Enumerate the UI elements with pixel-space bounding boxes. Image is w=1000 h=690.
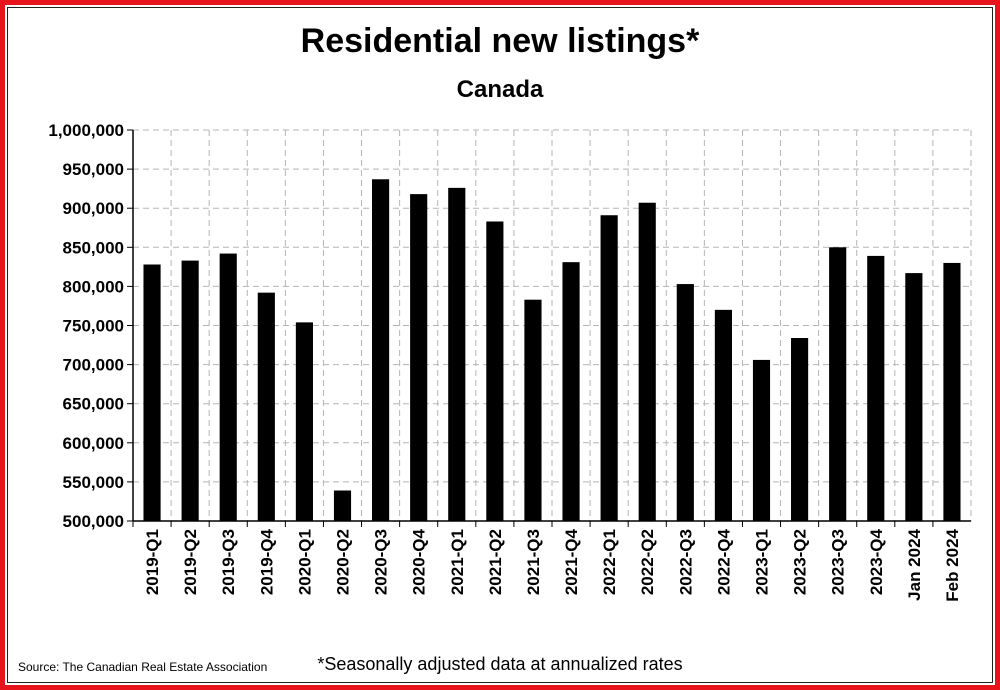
bars bbox=[143, 179, 961, 522]
source-note: Source: The Canadian Real Estate Associa… bbox=[18, 660, 268, 674]
bar bbox=[638, 202, 656, 521]
x-tick-label: 2022-Q4 bbox=[714, 528, 733, 595]
x-tick-label: 2019-Q4 bbox=[257, 528, 276, 595]
x-tick-label: 2021-Q2 bbox=[486, 529, 505, 595]
x-tick-label: 2020-Q2 bbox=[334, 529, 353, 595]
bar bbox=[943, 262, 961, 521]
bar bbox=[752, 359, 771, 521]
x-tick-label: 2021-Q3 bbox=[524, 529, 543, 595]
x-tick-label: 2022-Q3 bbox=[676, 529, 695, 595]
bar bbox=[143, 264, 161, 521]
bar bbox=[372, 179, 390, 522]
y-tick-label: 800,000 bbox=[63, 277, 124, 296]
x-tick-label: 2019-Q1 bbox=[143, 529, 162, 595]
bar bbox=[486, 221, 504, 521]
x-tick-label: 2019-Q2 bbox=[181, 529, 200, 595]
y-tick-label: 750,000 bbox=[63, 317, 124, 336]
y-tick-label: 600,000 bbox=[63, 434, 124, 453]
bar bbox=[867, 255, 885, 522]
y-tick-label: 850,000 bbox=[63, 238, 124, 257]
axes bbox=[127, 129, 971, 527]
x-tick-label: 2023-Q4 bbox=[867, 528, 886, 595]
x-tick-label: 2019-Q3 bbox=[219, 529, 238, 595]
bar bbox=[791, 338, 809, 521]
bar bbox=[600, 215, 618, 521]
y-tick-label: 700,000 bbox=[63, 356, 124, 375]
x-tick-label: Jan 2024 bbox=[905, 528, 924, 600]
chart-subtitle: Canada bbox=[456, 76, 544, 103]
x-tick-label: Feb 2024 bbox=[943, 528, 962, 601]
x-tick-label: 2021-Q1 bbox=[448, 529, 467, 595]
bar bbox=[410, 194, 428, 521]
x-tick-label: 2020-Q3 bbox=[372, 529, 391, 595]
bar bbox=[676, 284, 694, 521]
bar bbox=[905, 273, 923, 521]
y-tick-label: 650,000 bbox=[63, 395, 124, 414]
bar bbox=[448, 187, 466, 522]
x-tick-label: 2020-Q1 bbox=[295, 529, 314, 595]
bar bbox=[524, 299, 542, 521]
x-tick-label: 2020-Q4 bbox=[410, 528, 429, 595]
bar bbox=[295, 322, 313, 521]
y-tick-label: 550,000 bbox=[63, 473, 124, 492]
x-tick-label: 2022-Q1 bbox=[600, 529, 619, 595]
gridlines bbox=[133, 129, 972, 521]
y-tick-label: 500,000 bbox=[63, 512, 124, 531]
x-tick-label: 2022-Q2 bbox=[638, 529, 657, 595]
bar bbox=[333, 490, 352, 521]
chart-area-border bbox=[7, 7, 993, 683]
y-tick-label: 950,000 bbox=[63, 160, 124, 179]
footnote: *Seasonally adjusted data at annualized … bbox=[317, 654, 683, 674]
bar bbox=[562, 262, 580, 521]
bar bbox=[829, 247, 847, 522]
y-tick-label: 900,000 bbox=[63, 199, 124, 218]
x-tick-label: 2023-Q2 bbox=[791, 529, 810, 595]
x-tick-labels: 2019-Q1 2019-Q2 2019-Q3 2019-Q4 2020-Q1 2020-… bbox=[143, 528, 962, 601]
y-tick-labels: 500,000 550,000 600,000 650,000 700,000 750,0… bbox=[48, 121, 124, 531]
bar bbox=[219, 253, 237, 521]
x-tick-label: 2023-Q1 bbox=[753, 529, 772, 595]
chart-title: Residential new listings* bbox=[300, 22, 700, 60]
bar bbox=[714, 309, 732, 521]
bar bbox=[181, 260, 199, 521]
x-tick-label: 2021-Q4 bbox=[562, 528, 581, 595]
y-tick-label: 1,000,000 bbox=[48, 121, 124, 140]
x-tick-label: 2023-Q3 bbox=[829, 529, 848, 595]
bar bbox=[257, 292, 275, 521]
